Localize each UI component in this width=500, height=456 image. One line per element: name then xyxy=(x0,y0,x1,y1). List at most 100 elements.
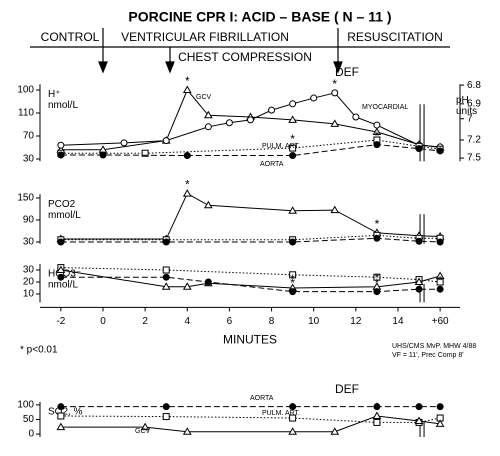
x-tick-label: 0 xyxy=(100,316,106,327)
marker xyxy=(182,427,192,435)
marker xyxy=(289,288,297,296)
y-tick-label: 50 xyxy=(23,414,35,425)
marker xyxy=(203,110,213,119)
y2-axis-label: pH xyxy=(456,95,469,106)
marker xyxy=(330,119,340,127)
marker xyxy=(330,205,340,214)
marker xyxy=(203,200,213,209)
marker xyxy=(182,282,192,290)
marker xyxy=(310,94,318,102)
significance-marker: * xyxy=(185,74,190,88)
marker xyxy=(436,147,444,155)
marker xyxy=(435,419,445,427)
marker xyxy=(288,427,298,435)
series-line xyxy=(60,237,441,243)
series-label: PULM. ART. xyxy=(262,410,300,417)
marker xyxy=(162,273,170,281)
phase-label: VENTRICULAR FIBRILLATION xyxy=(121,30,289,44)
marker xyxy=(183,152,191,160)
marker xyxy=(140,422,150,431)
series xyxy=(56,411,445,435)
x-tick-label: 10 xyxy=(308,316,320,327)
significance-marker: * xyxy=(375,400,380,414)
marker xyxy=(372,411,382,419)
series-label: GCV xyxy=(135,428,151,435)
y2-axis-label: units xyxy=(456,106,477,117)
y-tick-label: 100 xyxy=(17,400,34,411)
series-line xyxy=(60,139,441,154)
marker xyxy=(331,89,339,97)
y-tick-label: 20 xyxy=(23,277,35,288)
series-label: MYOCARDIAL xyxy=(362,104,408,111)
marker xyxy=(330,427,340,435)
significance-marker: * xyxy=(438,273,443,287)
marker xyxy=(414,277,424,285)
series-line xyxy=(60,92,441,148)
marker xyxy=(415,145,423,153)
x-tick-label: +60 xyxy=(432,316,449,327)
marker xyxy=(373,121,381,129)
marker xyxy=(162,266,170,274)
series-label: PULM. ART. xyxy=(262,143,300,150)
marker xyxy=(161,282,171,290)
y2-tick-label: 6.8 xyxy=(467,80,481,91)
series-label: AORTA xyxy=(250,395,274,402)
y-tick-label: 10 xyxy=(23,289,35,300)
marker xyxy=(373,418,381,426)
x-tick-label: 8 xyxy=(269,316,275,327)
annotation: DEF xyxy=(335,65,359,79)
marker xyxy=(289,271,297,279)
series-line xyxy=(60,269,441,289)
significance-marker: * xyxy=(375,276,380,290)
y-axis-label: PCO2 xyxy=(48,199,76,210)
marker xyxy=(182,189,192,197)
marker xyxy=(435,271,445,279)
marker xyxy=(57,238,65,246)
x-tick-label: 6 xyxy=(227,316,233,327)
x-tick-label: -2 xyxy=(56,316,65,327)
series-label: AORTA xyxy=(260,161,284,168)
marker xyxy=(225,119,233,127)
marker xyxy=(99,151,107,159)
significance-marker: * xyxy=(290,276,295,290)
marker xyxy=(204,123,212,131)
x-tick-label: 14 xyxy=(392,316,404,327)
y2-tick-label: 7.2 xyxy=(467,135,481,146)
marker xyxy=(289,238,297,246)
series xyxy=(57,403,444,411)
marker xyxy=(57,412,65,420)
significance-note: * p<0.01 xyxy=(20,345,58,356)
marker xyxy=(289,100,297,108)
x-tick-label: 2 xyxy=(142,316,148,327)
series-line xyxy=(60,267,441,283)
x-axis-label: MINUTES xyxy=(223,333,277,347)
sub-phase-label: CHEST COMPRESSION xyxy=(178,50,312,64)
y-axis-label: nmol/L xyxy=(48,280,78,291)
marker xyxy=(373,403,381,411)
marker xyxy=(436,285,444,293)
series-line xyxy=(60,234,441,241)
y-tick-label: 30 xyxy=(23,265,35,276)
marker xyxy=(352,113,360,121)
credit: VF = 11', Prec Comp 8' xyxy=(392,352,464,359)
marker xyxy=(373,141,381,149)
y-axis-label: HCO3⁻ xyxy=(48,269,81,280)
marker xyxy=(436,403,444,411)
marker xyxy=(57,151,65,159)
marker xyxy=(162,137,170,145)
marker xyxy=(289,152,297,160)
y2-tick-label: 7 xyxy=(467,113,473,124)
marker xyxy=(56,422,66,431)
significance-marker: * xyxy=(375,129,380,143)
event-arrows xyxy=(98,28,343,74)
marker xyxy=(288,206,298,214)
series-line xyxy=(60,415,441,433)
marker xyxy=(289,144,297,152)
significance-marker: * xyxy=(375,271,380,285)
significance-marker: * xyxy=(332,77,337,91)
marker xyxy=(415,403,423,411)
y-tick-label: 150 xyxy=(17,193,34,204)
marker xyxy=(289,403,297,411)
marker xyxy=(56,265,66,273)
